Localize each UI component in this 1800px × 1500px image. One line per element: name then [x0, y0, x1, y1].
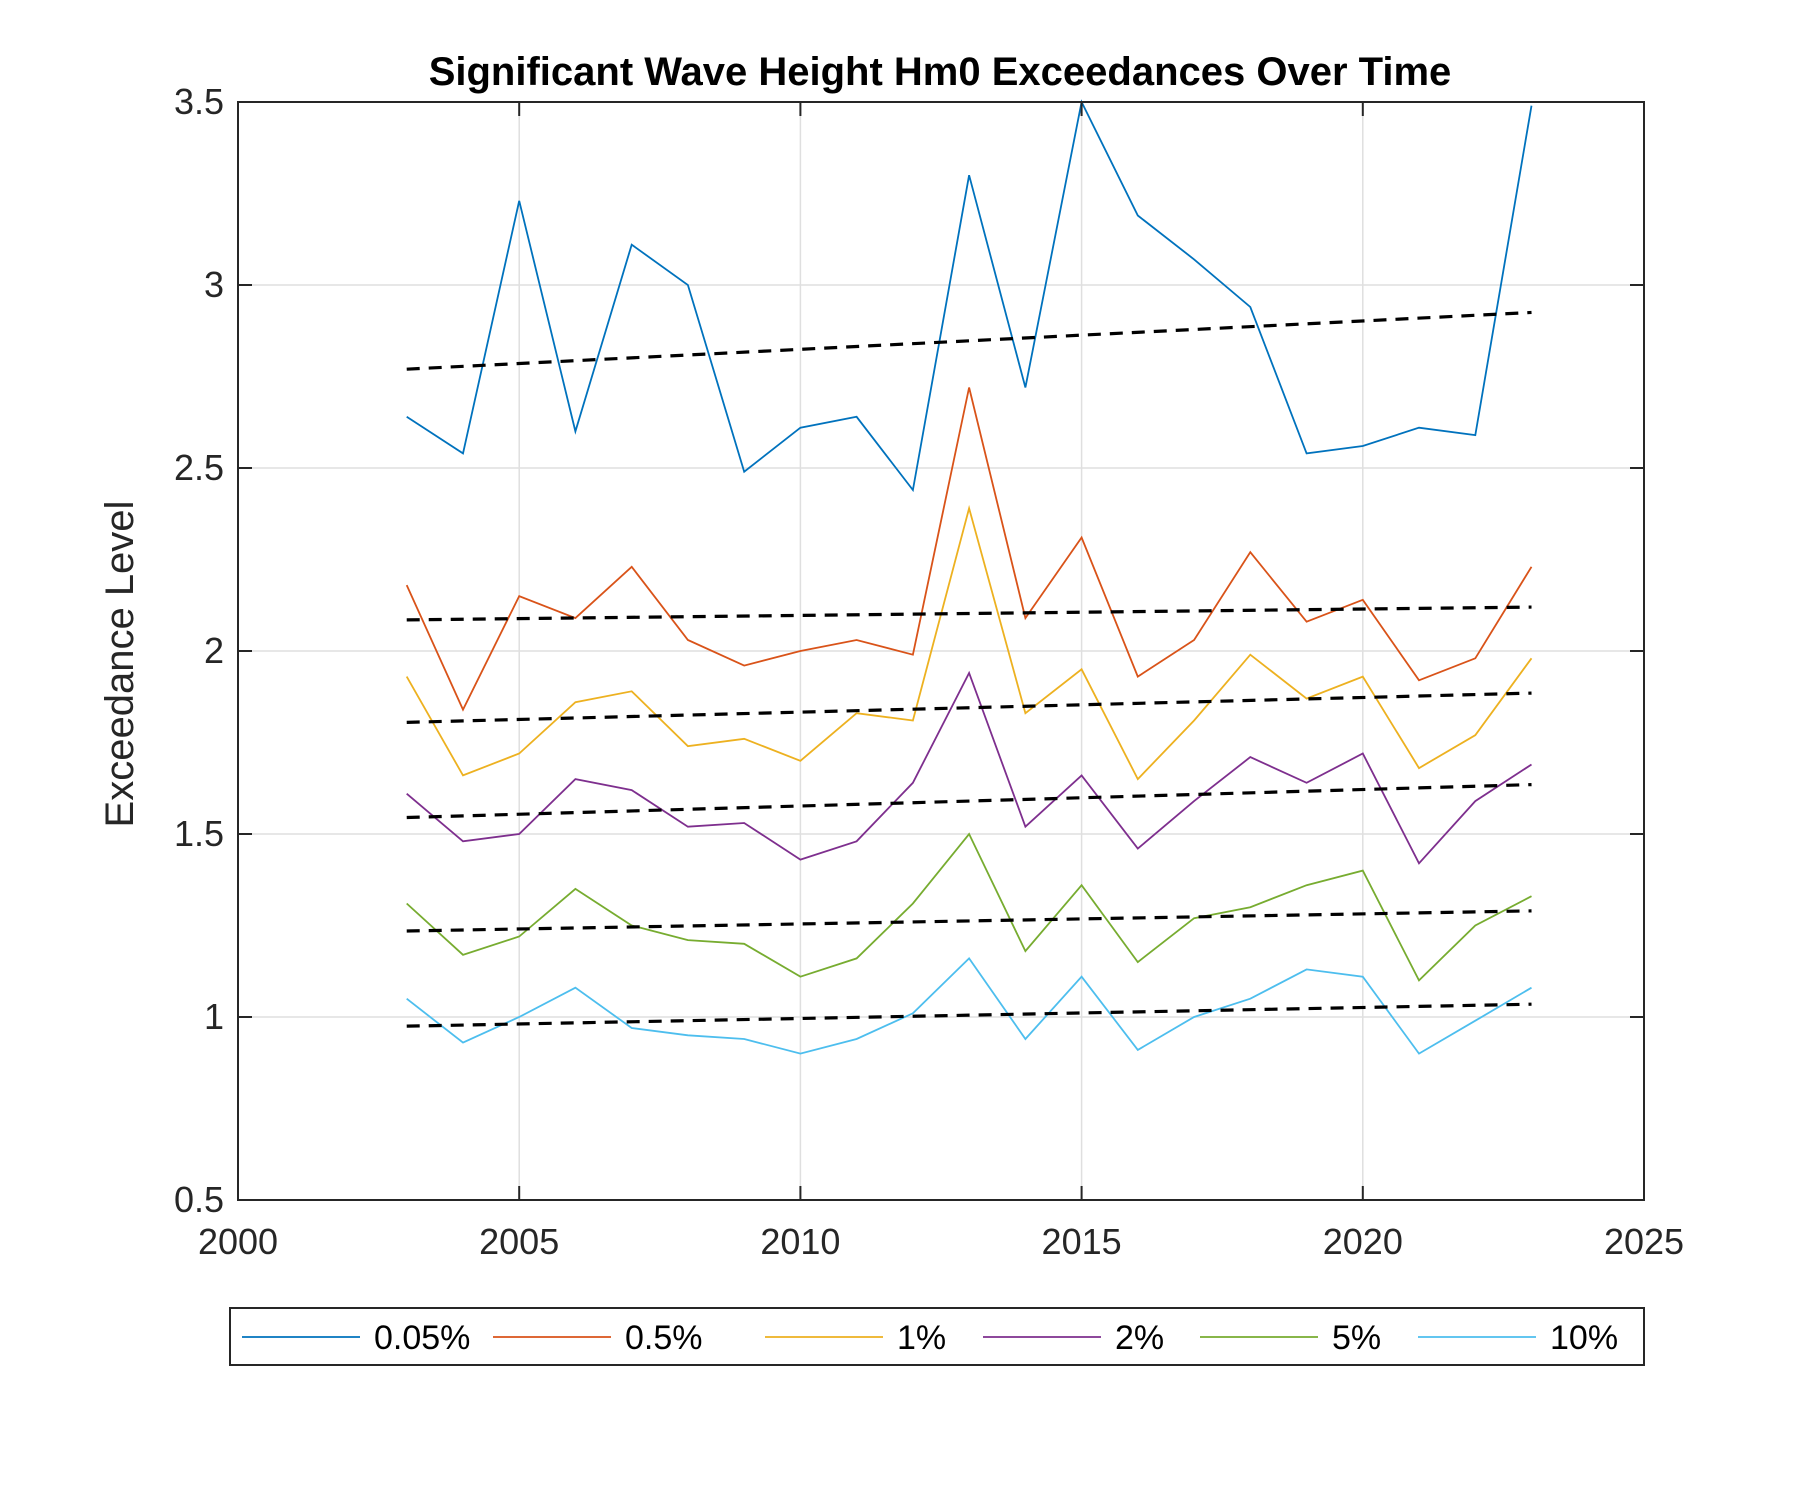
- legend-label: 1%: [897, 1319, 946, 1357]
- chart-title: Significant Wave Height Hm0 Exceedances …: [429, 50, 1452, 94]
- legend[interactable]: 0.05% 0.5% 1% 2% 5% 10%: [229, 1307, 1645, 1366]
- x-tick-label: 2015: [1042, 1221, 1122, 1262]
- legend-label: 0.05%: [374, 1319, 470, 1357]
- y-axis-label: Exceedance Level: [98, 501, 142, 828]
- legend-entry-0[interactable]: 0.05%: [242, 1319, 470, 1357]
- series-line-0: [406, 99, 1533, 493]
- legend-entry-4[interactable]: 5%: [1200, 1319, 1381, 1357]
- y-tick-label: 2.5: [174, 447, 224, 488]
- legend-entry-5[interactable]: 10%: [1418, 1319, 1618, 1357]
- trend-line-2: [406, 691, 1532, 724]
- legend-label: 5%: [1332, 1319, 1381, 1357]
- legend-label: 10%: [1550, 1319, 1618, 1357]
- series-line-1: [405, 387, 1533, 712]
- x-tick-label: 2020: [1323, 1221, 1403, 1262]
- y-tick-label: 1.5: [174, 813, 224, 854]
- x-tick-label: 2010: [760, 1221, 840, 1262]
- legend-box: [229, 1307, 1645, 1366]
- y-tick-label: 3.5: [174, 81, 224, 122]
- y-tick-label: 2: [204, 630, 224, 671]
- x-tick-label: 2000: [198, 1221, 278, 1262]
- trend-line-0: [406, 310, 1532, 371]
- x-tick-label: 2005: [479, 1221, 559, 1262]
- x-tick-label: 2025: [1604, 1221, 1684, 1262]
- ticks: 2000 2005 2010 2015 2020 2025 0.5 1 1.5 2 2.5 3 3.5: [174, 81, 1684, 1262]
- series-line-4: [406, 832, 1532, 982]
- series-line-3: [406, 670, 1532, 865]
- series-line-5: [406, 957, 1532, 1055]
- y-tick-label: 3: [204, 264, 224, 305]
- series-line-2: [405, 504, 1533, 781]
- series-group: [405, 99, 1533, 1055]
- trend-line-1: [406, 605, 1532, 622]
- trend-line-3: [406, 782, 1532, 820]
- y-tick-label: 1: [204, 996, 224, 1037]
- legend-entry-1[interactable]: 0.5%: [493, 1319, 703, 1357]
- legend-entry-2[interactable]: 1%: [765, 1319, 946, 1357]
- legend-label: 2%: [1115, 1319, 1164, 1357]
- legend-label: 0.5%: [625, 1319, 703, 1357]
- y-tick-label: 0.5: [174, 1179, 224, 1220]
- trend-line-5: [406, 1002, 1532, 1028]
- trend-line-4: [406, 909, 1532, 933]
- trend-lines: [406, 310, 1532, 1028]
- legend-entry-3[interactable]: 2%: [983, 1319, 1164, 1357]
